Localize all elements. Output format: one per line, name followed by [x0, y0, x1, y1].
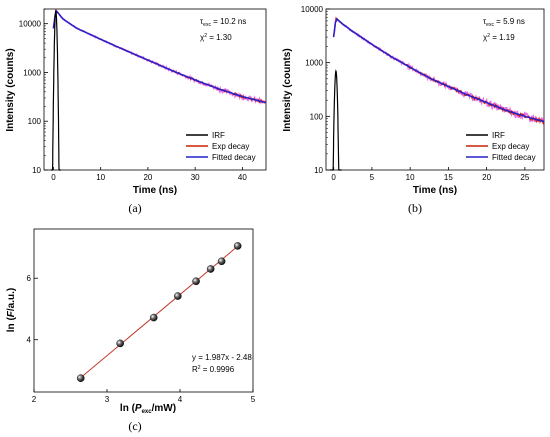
panel-b-xtick-label: 20	[482, 173, 491, 182]
panel-b-xtick-label: 10	[406, 173, 415, 182]
panel-c-data-point	[76, 374, 85, 382]
panel-a-ticks: 0 10 20 30 40 10 100 1000 10000	[19, 8, 247, 182]
panel-b-ylabel: Intensity (counts)	[282, 48, 293, 131]
panel-b-xtick-label: 0	[331, 173, 336, 182]
panel-b-ytick-label: 1000	[305, 59, 323, 68]
panel-b: 0 5 10 15 20 25 10 100 1000 10000 Time (ns) Inten…	[282, 5, 545, 215]
panel-a-xtick-label: 40	[238, 173, 247, 182]
panel-c: 2 3 4 5 4 6 ln (Pexc/mW) ln (F/a.u.) y = 1.98…	[6, 228, 256, 433]
panel-c-ticks: 2 3 4 5 4 6	[27, 274, 256, 404]
panel-a-xtick-label: 20	[143, 173, 152, 182]
panel-c-ytick-label: 4	[27, 336, 32, 345]
panel-a-legend: IRF Exp decay Fitted decay	[186, 131, 256, 162]
panel-c-xtick-label: 3	[105, 395, 110, 404]
panel-c-data-point	[233, 242, 242, 250]
legend-b-fit: Fitted decay	[492, 153, 536, 162]
legend-a-irf: IRF	[212, 131, 225, 140]
panel-a-chi: χ2 = 1.30	[200, 33, 232, 42]
panel-b-xlabel: Time (ns)	[413, 185, 457, 196]
panel-c-equation: y = 1.987x - 2.48	[192, 353, 252, 362]
panel-a-tau: τexc = 10.2 ns	[200, 17, 246, 28]
panel-b-xtick-label: 25	[520, 173, 529, 182]
panel-b-ytick-label: 10	[314, 166, 323, 175]
panel-c-data-point	[217, 257, 226, 266]
panel-c-xtick-label: 5	[251, 395, 256, 404]
panel-a-ytick-label: 100	[28, 117, 42, 126]
panel-b-ytick-label: 10000	[301, 5, 324, 14]
legend-a-fit: Fitted decay	[212, 153, 256, 162]
panel-a-xtick-label: 30	[191, 173, 200, 182]
panel-a-ytick-label: 1000	[23, 68, 41, 77]
panel-b-ytick-label: 100	[310, 112, 324, 121]
panel-b-chi: χ2 = 1.19	[483, 33, 515, 42]
panel-c-ytick-label: 6	[27, 274, 32, 283]
panel-b-xtick-label: 5	[370, 173, 375, 182]
panel-a: 0 10 20 30 40 10 100 1000 10000 Time (ns) Intens…	[5, 8, 267, 215]
panel-c-data-point	[149, 313, 158, 322]
panel-a-ylabel: Intensity (counts)	[5, 48, 16, 131]
panel-c-xtick-label: 4	[178, 395, 183, 404]
panel-b-ticks: 0 5 10 15 20 25 10 100 1000 10000	[301, 5, 530, 182]
panel-b-curves	[330, 16, 545, 171]
panel-a-xtick-label: 10	[96, 173, 105, 182]
panel-a-label: (a)	[128, 201, 141, 215]
panel-b-legend: IRF Exp decay Fitted decay	[466, 131, 536, 162]
panel-c-xlabel: ln (Pexc/mW)	[120, 403, 176, 415]
panel-c-data-point	[174, 292, 182, 300]
panel-c-label: (c)	[128, 419, 141, 433]
panel-c-xtick-label: 2	[32, 395, 37, 404]
panel-b-irf-series	[330, 69, 342, 171]
panel-b-xtick-label: 15	[444, 173, 453, 182]
legend-b-irf: IRF	[492, 131, 505, 140]
panel-c-ylabel: ln (F/a.u.)	[6, 288, 17, 332]
panel-c-frame	[33, 228, 254, 393]
panel-a-irf-series	[50, 9, 61, 171]
panel-b-fitted-decay-series	[332, 17, 545, 123]
panel-c-data-point	[116, 339, 124, 348]
panel-b-tau: τexc = 5.9 ns	[483, 17, 525, 28]
panel-a-frame	[43, 8, 267, 171]
legend-a-exp: Exp decay	[212, 142, 249, 151]
panel-a-curves	[50, 8, 267, 171]
panel-c-r2: R2 = 0.9996	[192, 365, 235, 374]
panel-c-data-point	[192, 277, 200, 286]
panel-a-xlabel: Time (ns)	[133, 185, 177, 196]
panel-c-data-point	[206, 265, 215, 273]
panel-b-frame	[325, 8, 545, 171]
panel-a-ytick-label: 10000	[19, 20, 42, 29]
panel-a-xtick-label: 0	[51, 173, 56, 182]
panel-a-ytick-label: 10	[32, 166, 41, 175]
panel-a-fitted-decay-series	[52, 10, 267, 104]
panel-c-plot	[76, 242, 242, 382]
legend-b-exp: Exp decay	[492, 142, 529, 151]
panel-b-label: (b)	[408, 201, 422, 215]
